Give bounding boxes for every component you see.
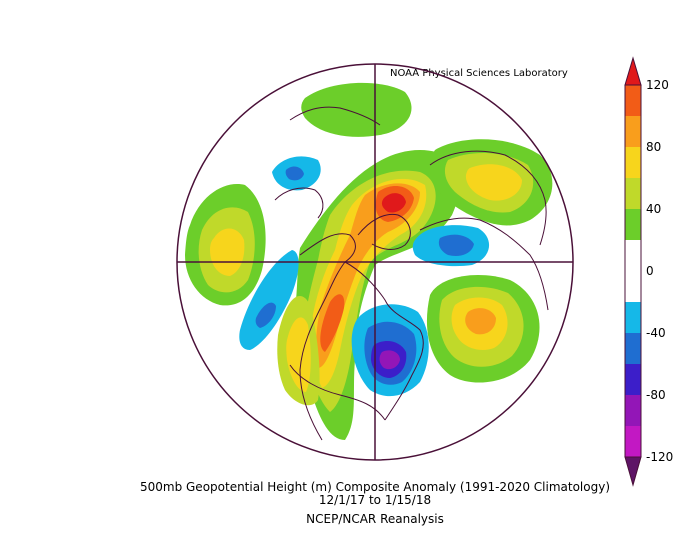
anomaly-negative-region [379,350,400,370]
colorbar-segment [625,147,641,178]
coastline-east-america [344,261,424,421]
coastline-greenland [357,213,411,250]
anomaly-negative-region [255,302,276,328]
colorbar-tick-label: -120 [646,450,673,464]
colorbar-segment [625,302,641,333]
colorbar-segment [625,426,641,457]
coastline-gulf [289,364,386,421]
colorbar-segment [625,85,641,116]
colorbar-tick-label: 0 [646,264,654,278]
anomaly-positive-region [381,193,406,213]
anomaly-positive-region [301,82,412,137]
anomaly-positive-region [465,164,522,201]
caption-date-range: 12/1/17 to 1/15/18 [318,493,432,507]
colorbar-segment [625,364,641,395]
anomaly-positive-region [311,178,427,388]
colorbar-tick-label: 80 [646,140,661,154]
colorbar-segment [625,395,641,426]
caption-dataset: NCEP/NCAR Reanalysis [306,512,444,526]
globe-outline [176,63,574,461]
colorbar-frame [624,84,642,458]
anomaly-positive-region [320,294,345,352]
colorbar-tick-label: 40 [646,202,661,216]
colorbar-tick-label: -80 [646,388,666,402]
colorbar-segment [625,116,641,147]
anomaly-positive-region [210,228,245,276]
anomaly-positive-region [465,308,496,335]
credit-text: NOAA Physical Sciences Laboratory [390,68,568,79]
coastline-europe [419,217,549,311]
anomaly-negative-region [438,234,474,256]
anomaly-positive-region [286,317,311,392]
colorbar-triangle-top [624,56,642,86]
colorbar-segment [625,240,641,302]
anomaly-negative-region [239,250,299,350]
colorbar: 120 80 40 0 -40 -80 -120 [624,56,673,487]
coastline-west-america [299,233,356,441]
colorbar-tick-label: 120 [646,78,669,92]
coastline-bering [274,187,324,219]
coastline-alaska [289,106,381,126]
anomaly-field [185,82,553,440]
coastline-asia [429,150,547,246]
anomaly-negative-region [285,166,304,181]
colorbar-segment [625,333,641,364]
colorbar-segment [625,178,641,209]
colorbar-tick-label: -40 [646,326,666,340]
coastlines [274,106,549,441]
colorbar-segment [625,209,641,240]
caption-title: 500mb Geopotential Height (m) Composite … [139,480,610,494]
